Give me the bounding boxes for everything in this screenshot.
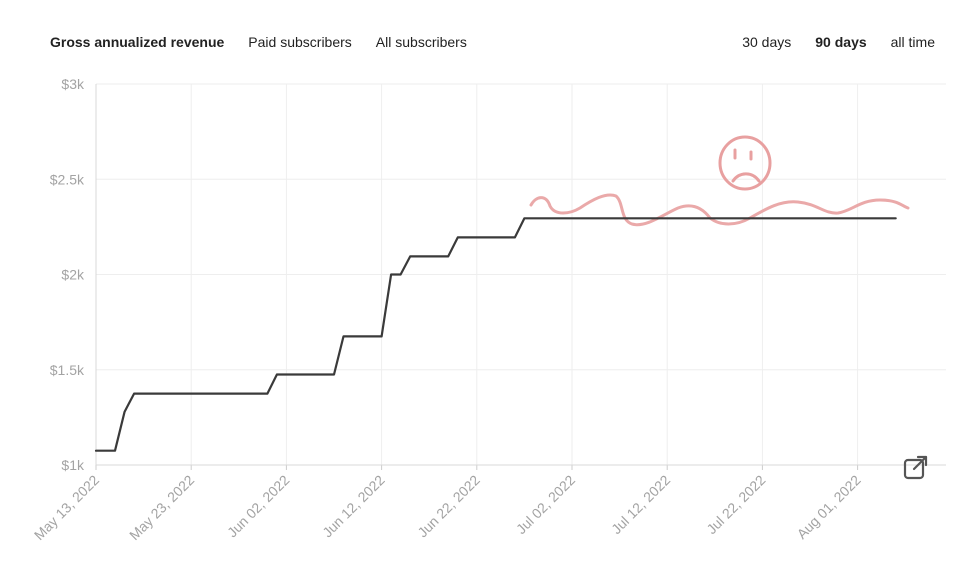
range-tabs: 30 days 90 days all time bbox=[718, 34, 935, 50]
x-tick-label: Jun 02, 2022 bbox=[224, 472, 293, 541]
tab-gross-annualized-revenue[interactable]: Gross annualized revenue bbox=[50, 34, 225, 50]
y-tick-label: $2.5k bbox=[50, 171, 85, 187]
y-tick-label: $3k bbox=[61, 76, 85, 92]
external-link-icon[interactable] bbox=[903, 454, 929, 480]
grid-lines bbox=[95, 83, 946, 465]
sad-face-doodle bbox=[718, 135, 772, 191]
x-tick-label: Jun 12, 2022 bbox=[319, 472, 388, 541]
tab-all-time[interactable]: all time bbox=[890, 34, 935, 50]
axes bbox=[95, 84, 946, 470]
tab-all-subscribers[interactable]: All subscribers bbox=[375, 34, 467, 50]
tab-90-days[interactable]: 90 days bbox=[815, 34, 867, 50]
x-tick-label: Jul 12, 2022 bbox=[608, 472, 673, 537]
metric-tabs: Gross annualized revenue Paid subscriber… bbox=[50, 34, 491, 50]
y-axis-ticks: $3k $2.5k $2k $1.5k $1k bbox=[50, 76, 85, 473]
x-tick-label: May 23, 2022 bbox=[126, 472, 197, 543]
x-tick-label: Jun 22, 2022 bbox=[414, 472, 483, 541]
x-tick-label: Jul 22, 2022 bbox=[703, 472, 768, 537]
x-tick-label: May 13, 2022 bbox=[31, 472, 102, 543]
x-tick-label: Jul 02, 2022 bbox=[513, 472, 578, 537]
hand-drawn-annotation bbox=[529, 135, 910, 227]
series-layer bbox=[94, 217, 897, 452]
tab-30-days[interactable]: 30 days bbox=[742, 34, 792, 50]
x-tick-label: Aug 01, 2022 bbox=[794, 472, 864, 542]
revenue-series-line bbox=[94, 217, 897, 452]
x-axis-ticks: May 13, 2022 May 23, 2022 Jun 02, 2022 Jun … bbox=[31, 472, 864, 543]
y-tick-label: $1.5k bbox=[50, 362, 85, 378]
wavy-scribble bbox=[529, 193, 910, 227]
y-tick-label: $2k bbox=[61, 267, 85, 283]
y-tick-label: $1k bbox=[61, 457, 85, 473]
tab-paid-subscribers[interactable]: Paid subscribers bbox=[248, 34, 352, 50]
